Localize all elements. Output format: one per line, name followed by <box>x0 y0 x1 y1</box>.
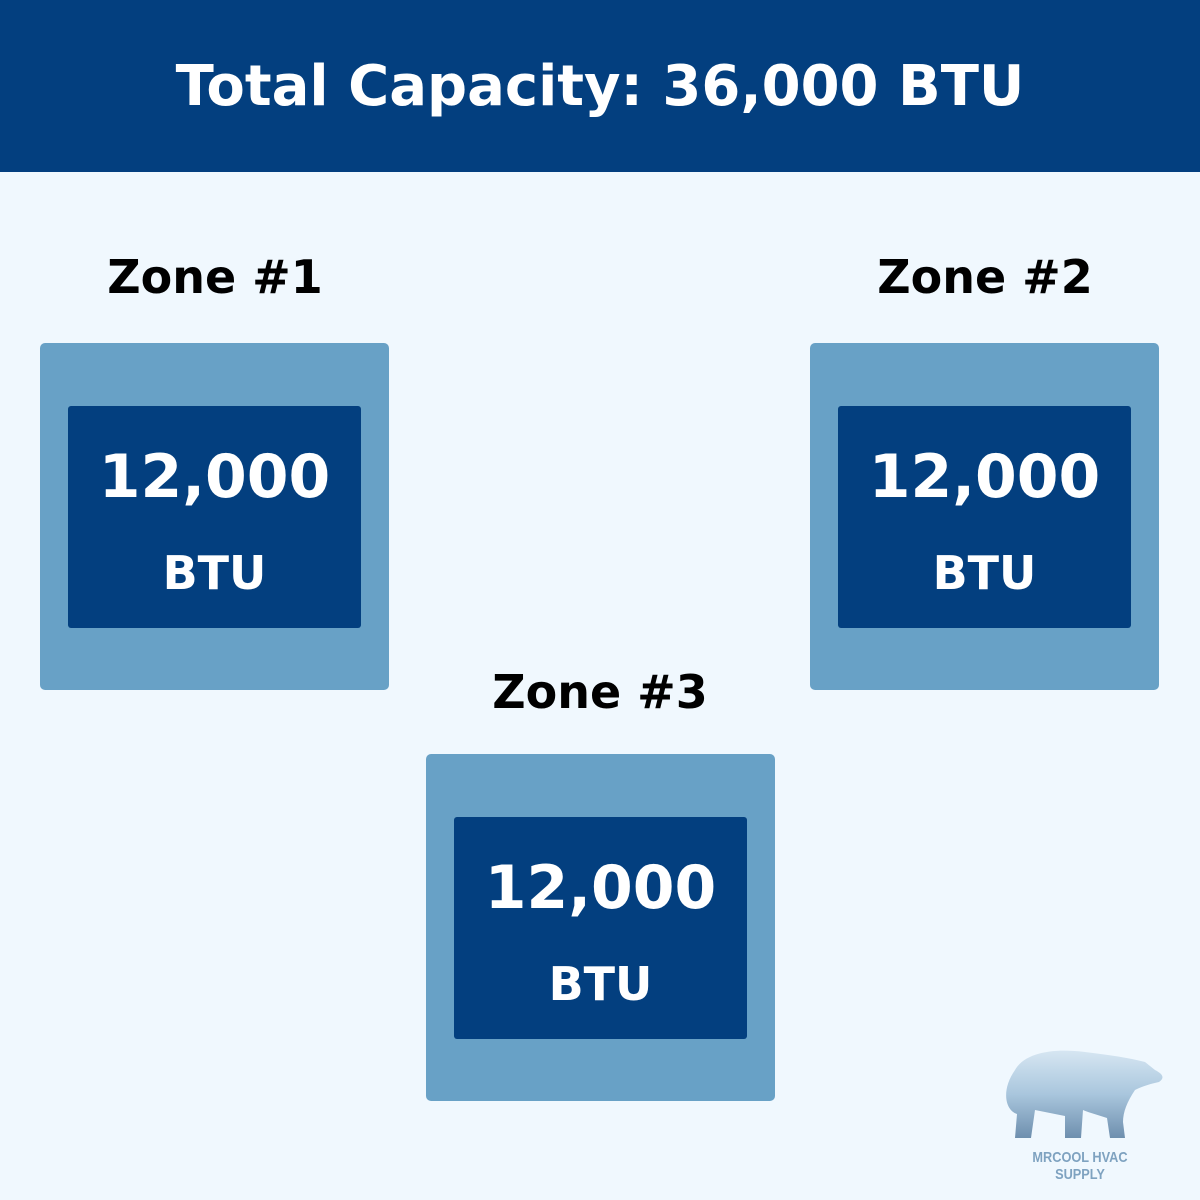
zone-1-value: 12,000 <box>98 442 331 512</box>
zone-3-unit: BTU <box>548 957 653 1011</box>
zone-3-value: 12,000 <box>484 853 717 923</box>
zone-3-label: Zone #3 <box>492 665 708 719</box>
zone-2-label: Zone #2 <box>877 250 1093 304</box>
zone-1-unit: BTU <box>162 546 267 600</box>
zone-2-unit: BTU <box>932 546 1037 600</box>
zone-1-capacity-box: 12,000 BTU <box>68 406 361 628</box>
zone-1-card: 12,000 BTU <box>40 343 389 690</box>
zone-2-capacity-box: 12,000 BTU <box>838 406 1131 628</box>
header-banner: Total Capacity: 36,000 BTU <box>0 0 1200 172</box>
total-capacity-title: Total Capacity: 36,000 BTU <box>175 53 1025 119</box>
logo-text: MRCOOL HVAC SUPPLY <box>1032 1149 1128 1183</box>
zone-3-card: 12,000 BTU <box>426 754 775 1101</box>
polar-bear-icon <box>1006 1050 1163 1138</box>
zone-2-card: 12,000 BTU <box>810 343 1159 690</box>
zone-2-value: 12,000 <box>868 442 1101 512</box>
zone-1-label: Zone #1 <box>107 250 323 304</box>
zone-3-capacity-box: 12,000 BTU <box>454 817 747 1039</box>
mrcool-logo: MRCOOL HVAC SUPPLY <box>995 1040 1165 1183</box>
